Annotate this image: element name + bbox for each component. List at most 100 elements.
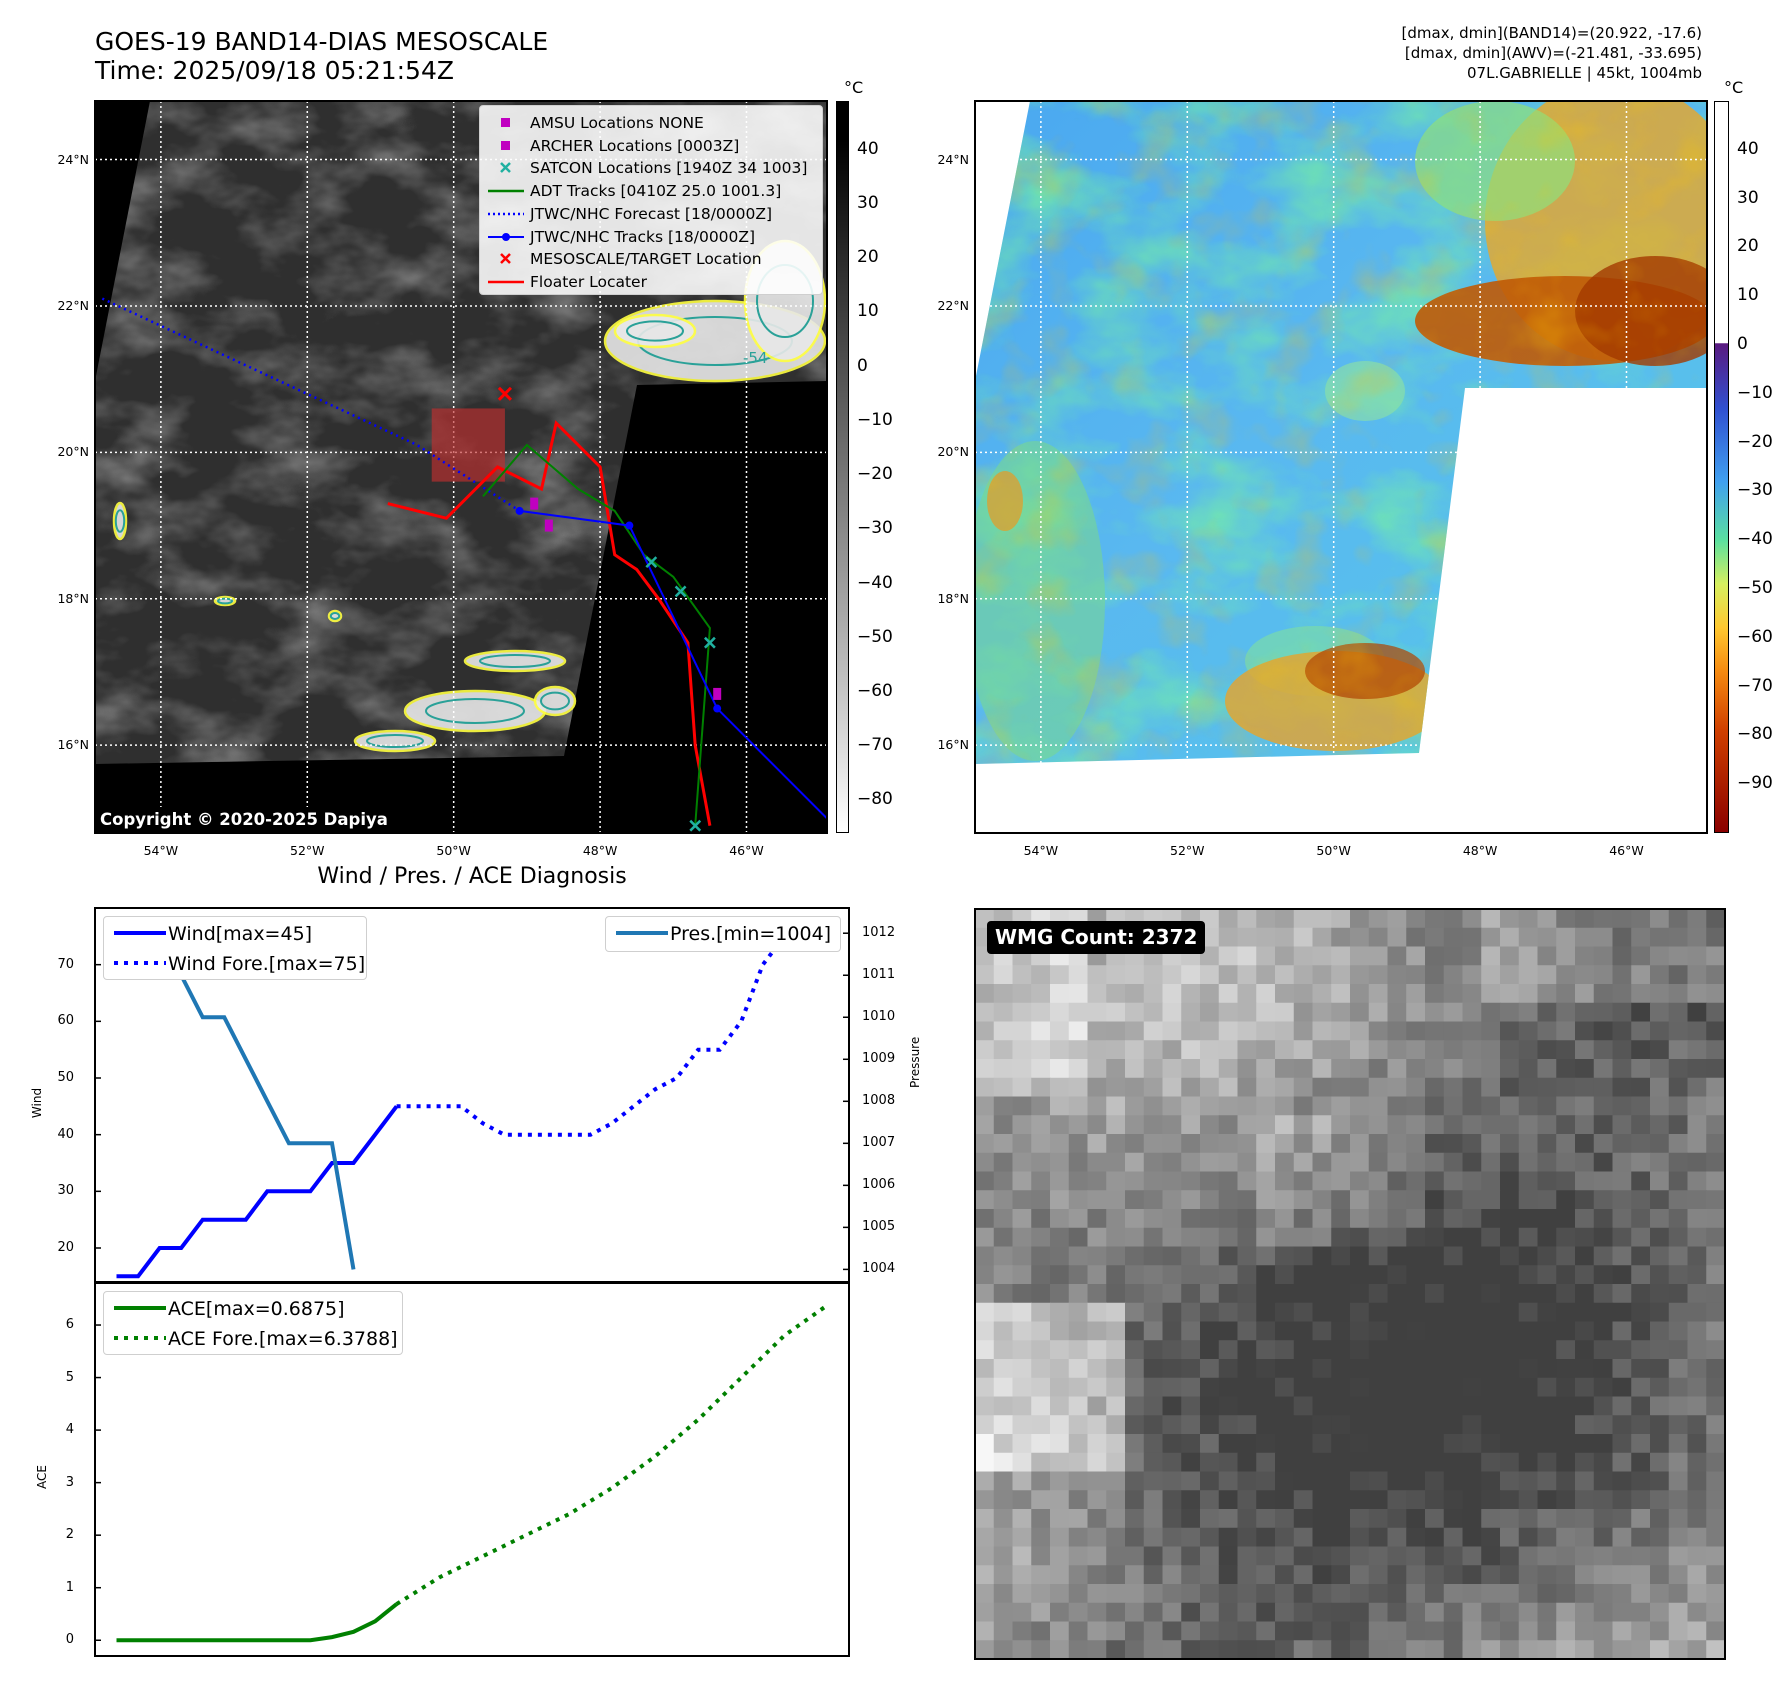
ir-legend-label: Floater Locater [530,272,647,291]
colorbar-tick-label: 40 [1737,138,1759,159]
cold-cloud-contour-inner [540,691,570,711]
ace-ytick-label: 0 [65,1632,74,1648]
ir-legend-label: ARCHER Locations [0003Z] [530,136,740,155]
colorbar-tick-label: −10 [1737,382,1773,403]
legend-x [500,162,511,174]
ir-lon-label: 52°W [290,843,325,858]
awv-gridlines [975,101,1707,833]
awv-lon-label: 52°W [1170,843,1205,858]
ir-legend-item: JTWC/NHC Forecast [18/0000Z] [480,203,822,225]
legend-marker-icon [501,140,510,150]
legend-wind-fore-label: Wind Fore.[max=75] [168,953,366,975]
ir-colorbar-unit: °C [844,78,864,97]
ace-ytick-label: 2 [65,1527,74,1543]
colorbar-tick-label: −40 [857,572,893,593]
cold-cloud-contour-inner [626,320,684,342]
colorbar-tick-label: −10 [857,409,893,430]
satcon-point [645,556,658,569]
colorbar-tick-label: −60 [1737,626,1773,647]
legend-marker-icon [488,280,524,284]
ir-legend-label: AMSU Locations NONE [530,114,704,132]
awv-colorbar-unit: °C [1724,78,1744,97]
ace-series-line [116,1602,398,1643]
wind-ytick-label: 20 [57,1240,74,1255]
ir-lat-label: 18°N [57,590,89,606]
colorbar-tick-label: 30 [857,193,879,214]
colorbar-tick-label: 10 [1737,285,1759,306]
awv-map-canvas [975,101,1707,833]
info-awv: [dmax, dmin](AWV)=(-21.481, -33.695) [1404,44,1702,62]
ir-legend-label: JTWC/NHC Tracks [18/0000Z] [530,227,756,246]
legend-ace-label: ACE[max=0.6875] [168,1298,345,1320]
cold-cloud-contour [613,313,697,349]
ir-lon-label: 50°W [436,843,471,858]
best-track [519,509,827,820]
ace-plot-canvas [95,1303,829,1643]
ace-forecast-line [395,1303,829,1606]
info-storm: 07L.GABRIELLE | 45kt, 1004mb [1467,64,1702,82]
mesoscale-box [431,408,505,482]
wmg-frame [974,908,1726,1660]
ir-lon-label: 46°W [729,843,764,858]
forecast-track [101,297,521,512]
awv-lat-label: 18°N [937,590,969,606]
best-track-point [713,704,722,713]
legend-marker-icon [488,212,524,216]
wind-ytick-label: 50 [57,1070,74,1085]
colorbar-tick-label: 20 [1737,236,1759,257]
ir-lat-label: 24°N [57,151,89,167]
wind-forecast-line [396,934,806,1137]
legend-marker-icon [500,162,511,174]
pressure-legend: Pres.[min=1004] [605,916,841,952]
colorbar-tick-label: −80 [857,789,893,810]
wind-ytick-label: 40 [57,1126,74,1142]
colorbar-tick-label: −80 [1737,724,1773,745]
legend-marker-icon [500,253,511,265]
wmg-count-label: WMG Count: 2372 [987,921,1206,954]
cold-cloud-contour-inner [366,734,424,748]
legend-marker-icon [488,189,524,193]
pressure-ytick-label: 1008 [862,1093,896,1109]
awv-colorbar [1714,101,1729,833]
awv-lon-label: 54°W [1023,843,1059,858]
copyright-label: Copyright © 2020-2025 Dapiya [95,807,396,833]
ir-legend-label: JTWC/NHC Forecast [18/0000Z] [530,204,773,223]
colorbar-tick-label: −20 [857,464,893,485]
satcon-point [689,819,702,832]
ir-legend-item: MESOSCALE/TARGET Location [480,248,822,270]
floater-track [387,420,712,826]
awv-lat-label: 24°N [937,151,969,167]
archer-point [713,687,722,700]
ir-lon-label: 54°W [143,843,179,858]
colorbar-tick-label: −40 [1737,529,1773,550]
wind-plot-frame [94,907,850,1283]
info-band14: [dmax, dmin](BAND14)=(20.922, -17.6) [1401,24,1702,42]
best-track-point [515,506,524,515]
awv-lon-label: 48°W [1462,843,1498,858]
colorbar-tick-label: −30 [1737,480,1773,501]
pressure-ytick-label: 1010 [862,1009,896,1025]
ir-legend-item: ADT Tracks [0410Z 25.0 1001.3] [480,180,822,202]
pressure-ytick-label: 1006 [862,1177,896,1193]
wind-ylabel: Wind [30,1087,45,1119]
ir-colorbar [836,101,849,833]
ace-plot-frame [94,1282,850,1657]
wmg-panel: WMG Count: 2372 [975,909,1725,1659]
ace-legend: ACE[max=0.6875] ACE Fore.[max=6.3788] [103,1291,403,1355]
adt-track [482,443,711,826]
satcon-point [674,585,687,598]
ir-legend: AMSU Locations NONE ARCHER Locations [000… [479,105,823,295]
cold-cloud-contour-inner [479,654,551,668]
contour-label: -54 [743,349,768,367]
legend-pres-label: Pres.[min=1004] [670,923,832,945]
ace-ylabel: ACE [34,1465,49,1489]
diagnosis-title: Wind / Pres. / ACE Diagnosis [317,864,627,889]
ace-ytick-label: 1 [65,1579,74,1595]
pressure-ytick-label: 1005 [862,1219,896,1235]
ir-legend-item: ARCHER Locations [0003Z] [480,135,822,157]
ir-legend-label: ADT Tracks [0410Z 25.0 1001.3] [530,182,782,201]
colorbar-tick-label: −70 [857,735,893,756]
ir-lat-label: 20°N [57,444,89,460]
ir-track-layer [101,297,827,832]
cold-cloud-contour-inner [425,698,525,724]
